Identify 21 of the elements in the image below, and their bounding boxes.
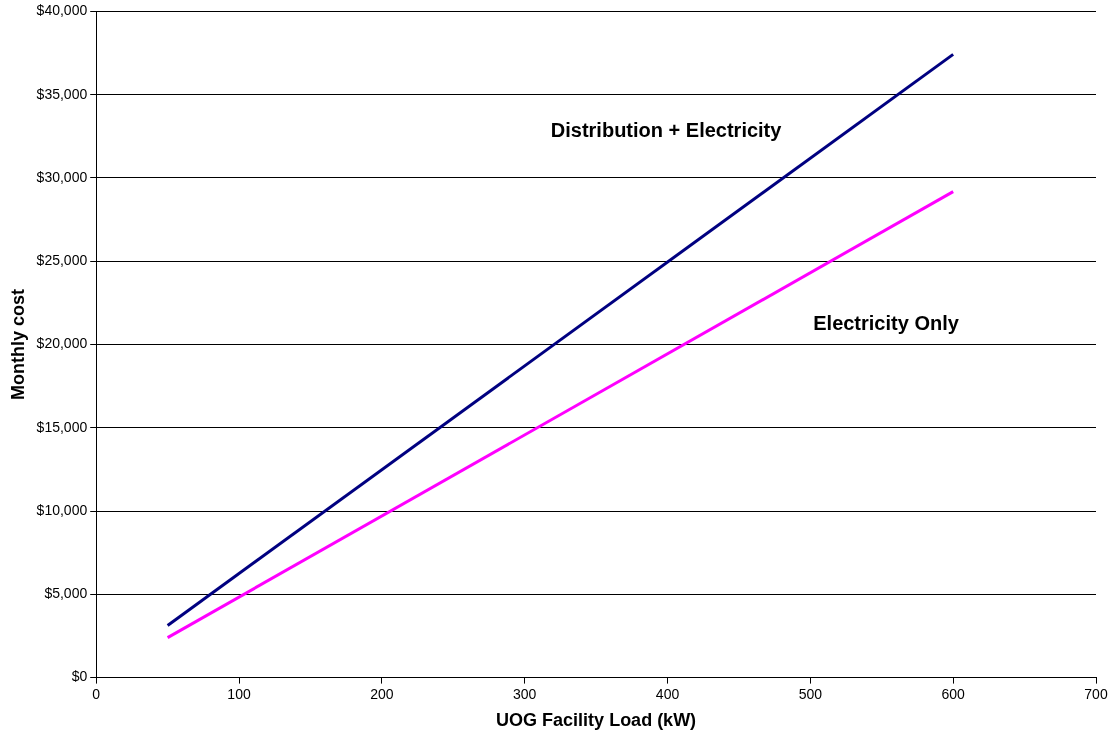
y-tick-label: $30,000 — [36, 168, 88, 185]
x-tick-label: 200 — [370, 685, 394, 702]
x-tick-label: 100 — [227, 685, 251, 702]
x-tick-label: 0 — [92, 685, 101, 702]
x-tick-label: 300 — [513, 685, 537, 702]
x-tick-label: 400 — [655, 685, 680, 702]
series-label: Electricity Only — [813, 312, 960, 335]
x-tick-label: 600 — [941, 685, 966, 702]
y-tick-label: $0 — [71, 668, 88, 685]
y-tick-label: $40,000 — [36, 2, 88, 19]
x-tick-label: 700 — [1084, 685, 1108, 702]
x-tick-label: 500 — [798, 685, 823, 702]
y-tick-label: $20,000 — [36, 335, 88, 352]
y-tick-label: $35,000 — [36, 85, 88, 102]
y-tick-label: $10,000 — [36, 501, 88, 518]
y-tick-label: $15,000 — [36, 418, 88, 435]
y-tick-label: $5,000 — [44, 585, 88, 602]
y-axis-title: Monthly cost — [7, 289, 28, 400]
series-label: Distribution + Electricity — [550, 118, 783, 141]
y-tick-label: $25,000 — [36, 252, 88, 269]
x-axis-title: UOG Facility Load (kW) — [496, 710, 697, 731]
